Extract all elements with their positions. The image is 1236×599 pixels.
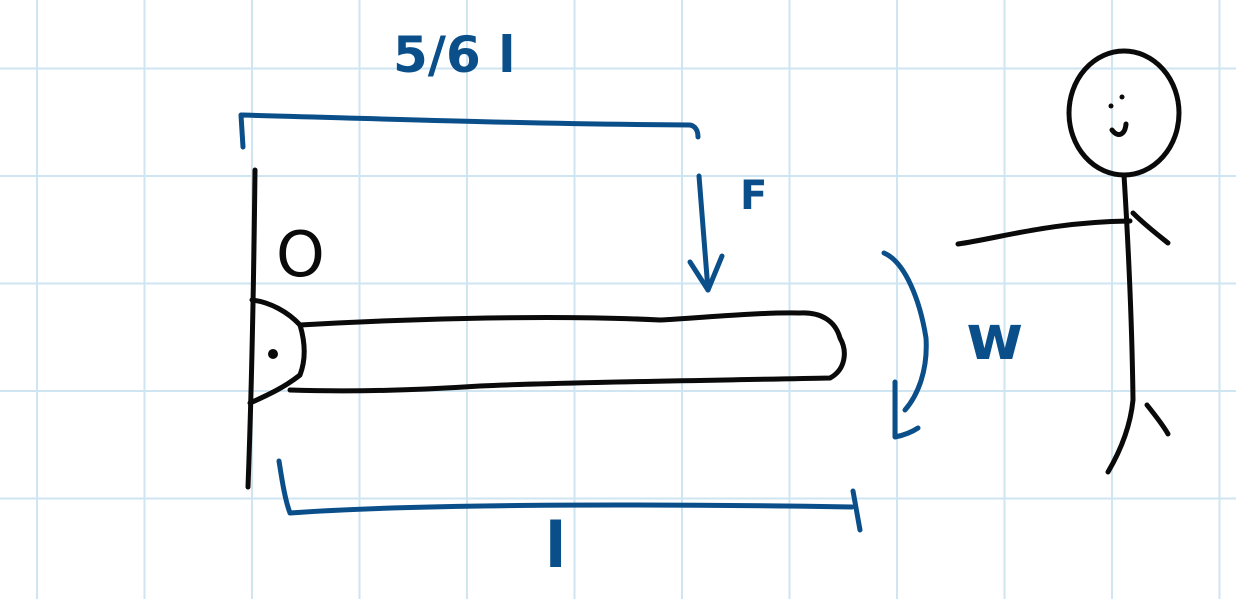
force-label: F [740, 173, 768, 219]
figure-arm-left [955, 218, 1133, 247]
rotation-arrowhead [892, 379, 921, 440]
force-arrow [696, 173, 711, 293]
figure-eye [1119, 94, 1125, 100]
force-arrowhead [687, 253, 725, 293]
pivot-point [268, 349, 278, 359]
rod [287, 310, 847, 394]
bottom-dimension-bracket [276, 458, 863, 533]
figure-smile [1109, 121, 1129, 137]
stick-figure-person [955, 48, 1182, 475]
angular-velocity-label: w [966, 301, 1024, 374]
top-length-label: 5/6 l [393, 26, 516, 84]
figure-eye [1108, 103, 1114, 109]
rotation-arrow [881, 250, 929, 413]
pivot-mount [247, 297, 307, 406]
pivot-label: O [276, 218, 325, 291]
figure-arm-right [1130, 210, 1171, 246]
bottom-length-label: l [545, 509, 567, 582]
top-dimension-bracket [238, 112, 701, 150]
figure-head [1066, 48, 1182, 178]
figure-leg-right [1144, 402, 1171, 437]
wall-line [245, 167, 258, 490]
figure-body [1105, 172, 1136, 475]
